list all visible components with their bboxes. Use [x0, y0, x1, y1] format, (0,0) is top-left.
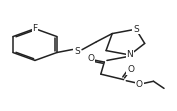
- Text: O: O: [136, 80, 143, 89]
- Text: O: O: [127, 65, 134, 74]
- Text: F: F: [32, 24, 38, 33]
- Text: O: O: [88, 54, 95, 63]
- Text: S: S: [133, 25, 139, 34]
- Text: N: N: [126, 51, 133, 59]
- Text: S: S: [74, 47, 80, 56]
